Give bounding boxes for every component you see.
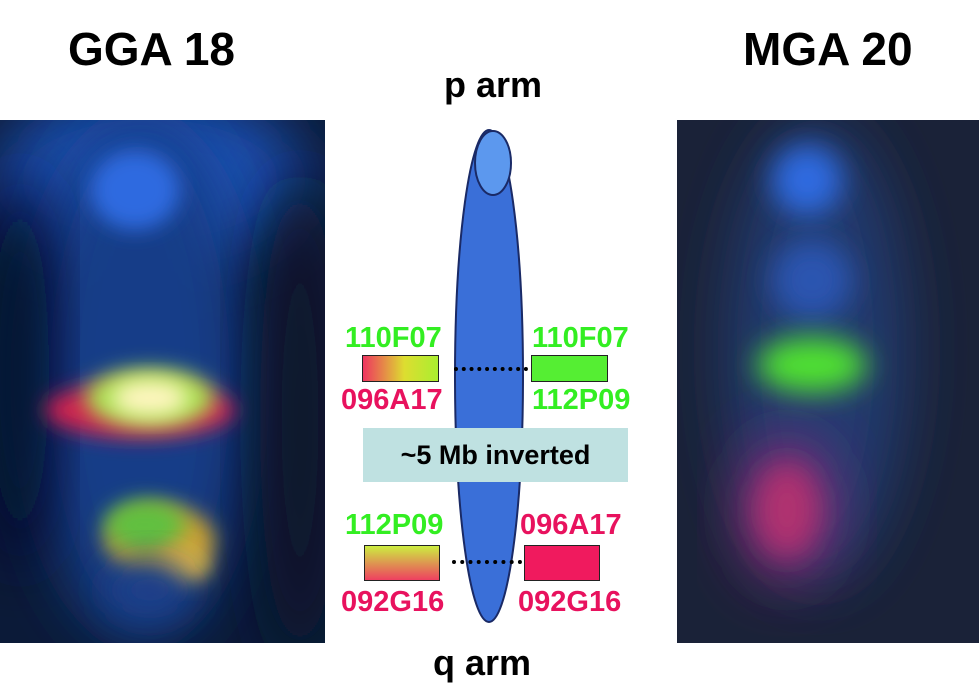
label-112P09-left: 112P09 bbox=[345, 509, 444, 541]
left-panel-title: GGA 18 bbox=[68, 23, 236, 75]
connector-upper bbox=[454, 367, 528, 371]
connector-lower bbox=[452, 560, 522, 564]
chromosome-body bbox=[454, 129, 524, 623]
label-110F07-left: 110F07 bbox=[345, 322, 442, 354]
probe-box-lower-right bbox=[524, 545, 600, 581]
label-092G16-left: 092G16 bbox=[341, 586, 445, 618]
p-arm-label: p arm bbox=[444, 64, 543, 105]
label-096A17-left: 096A17 bbox=[341, 384, 443, 416]
label-110F07-right: 110F07 bbox=[532, 322, 629, 354]
label-112P09-right: 112P09 bbox=[532, 384, 631, 416]
probe-box-lower-left bbox=[364, 545, 440, 581]
probe-box-upper-left bbox=[362, 355, 439, 382]
label-096A17-right: 096A17 bbox=[520, 509, 622, 541]
q-arm-label: q arm bbox=[433, 642, 532, 683]
right-panel-title: MGA 20 bbox=[743, 23, 913, 75]
label-092G16-right: 092G16 bbox=[518, 586, 622, 618]
inversion-label: ~5 Mb inverted bbox=[363, 428, 628, 482]
probe-box-upper-right bbox=[531, 355, 608, 382]
left-fish-image bbox=[0, 120, 325, 643]
right-fish-image bbox=[677, 120, 979, 643]
centromere bbox=[474, 130, 512, 196]
